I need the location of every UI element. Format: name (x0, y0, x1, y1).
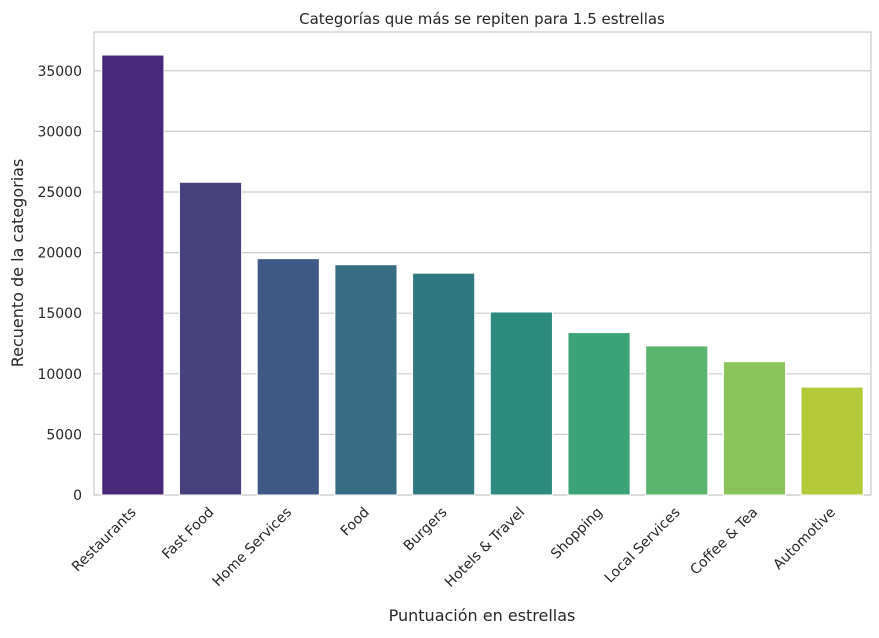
x-tick-label: Coffee & Tea (687, 505, 761, 579)
y-tick-label: 15000 (37, 306, 82, 322)
bar-automotive (800, 386, 864, 496)
x-tick-label: Fast Food (159, 505, 217, 563)
x-tick-label: Food (338, 505, 373, 540)
x-axis-label: Puntuación en estrellas (389, 606, 576, 625)
x-tick-label: Restaurants (69, 505, 140, 576)
y-tick-label: 25000 (37, 185, 82, 201)
x-tick-label: Automotive (770, 505, 839, 574)
y-tick-labels: 0 5000 10000 15000 20000 25000 30000 35000 (37, 64, 82, 504)
bar-food (334, 264, 398, 496)
y-tick-label: 30000 (37, 124, 82, 140)
bar-home-services (256, 258, 320, 496)
y-tick-label: 10000 (37, 367, 82, 383)
bar-coffee-tea (722, 361, 787, 496)
y-tick-label: 20000 (37, 246, 82, 262)
y-axis-label: Recuento de la categorias (8, 159, 27, 368)
chart-title: Categorías que más se repiten para 1.5 e… (299, 10, 665, 28)
bars (101, 54, 864, 496)
x-tick-label: Burgers (401, 505, 451, 555)
y-tick-label: 0 (73, 488, 82, 504)
y-tick-label: 5000 (46, 427, 82, 443)
bar-hotels-travel (489, 311, 553, 496)
bar-shopping (567, 332, 631, 496)
x-tick-label: Hotels & Travel (442, 505, 528, 591)
x-tick-label: Home Services (210, 505, 295, 590)
bar-burgers (412, 272, 476, 496)
x-tick-label: Shopping (548, 505, 606, 563)
bar-fast-food (178, 181, 243, 496)
bar-restaurants (101, 54, 165, 496)
bar-local-services (645, 345, 709, 496)
x-tick-label: Local Services (602, 505, 684, 587)
y-tick-label: 35000 (37, 64, 82, 80)
